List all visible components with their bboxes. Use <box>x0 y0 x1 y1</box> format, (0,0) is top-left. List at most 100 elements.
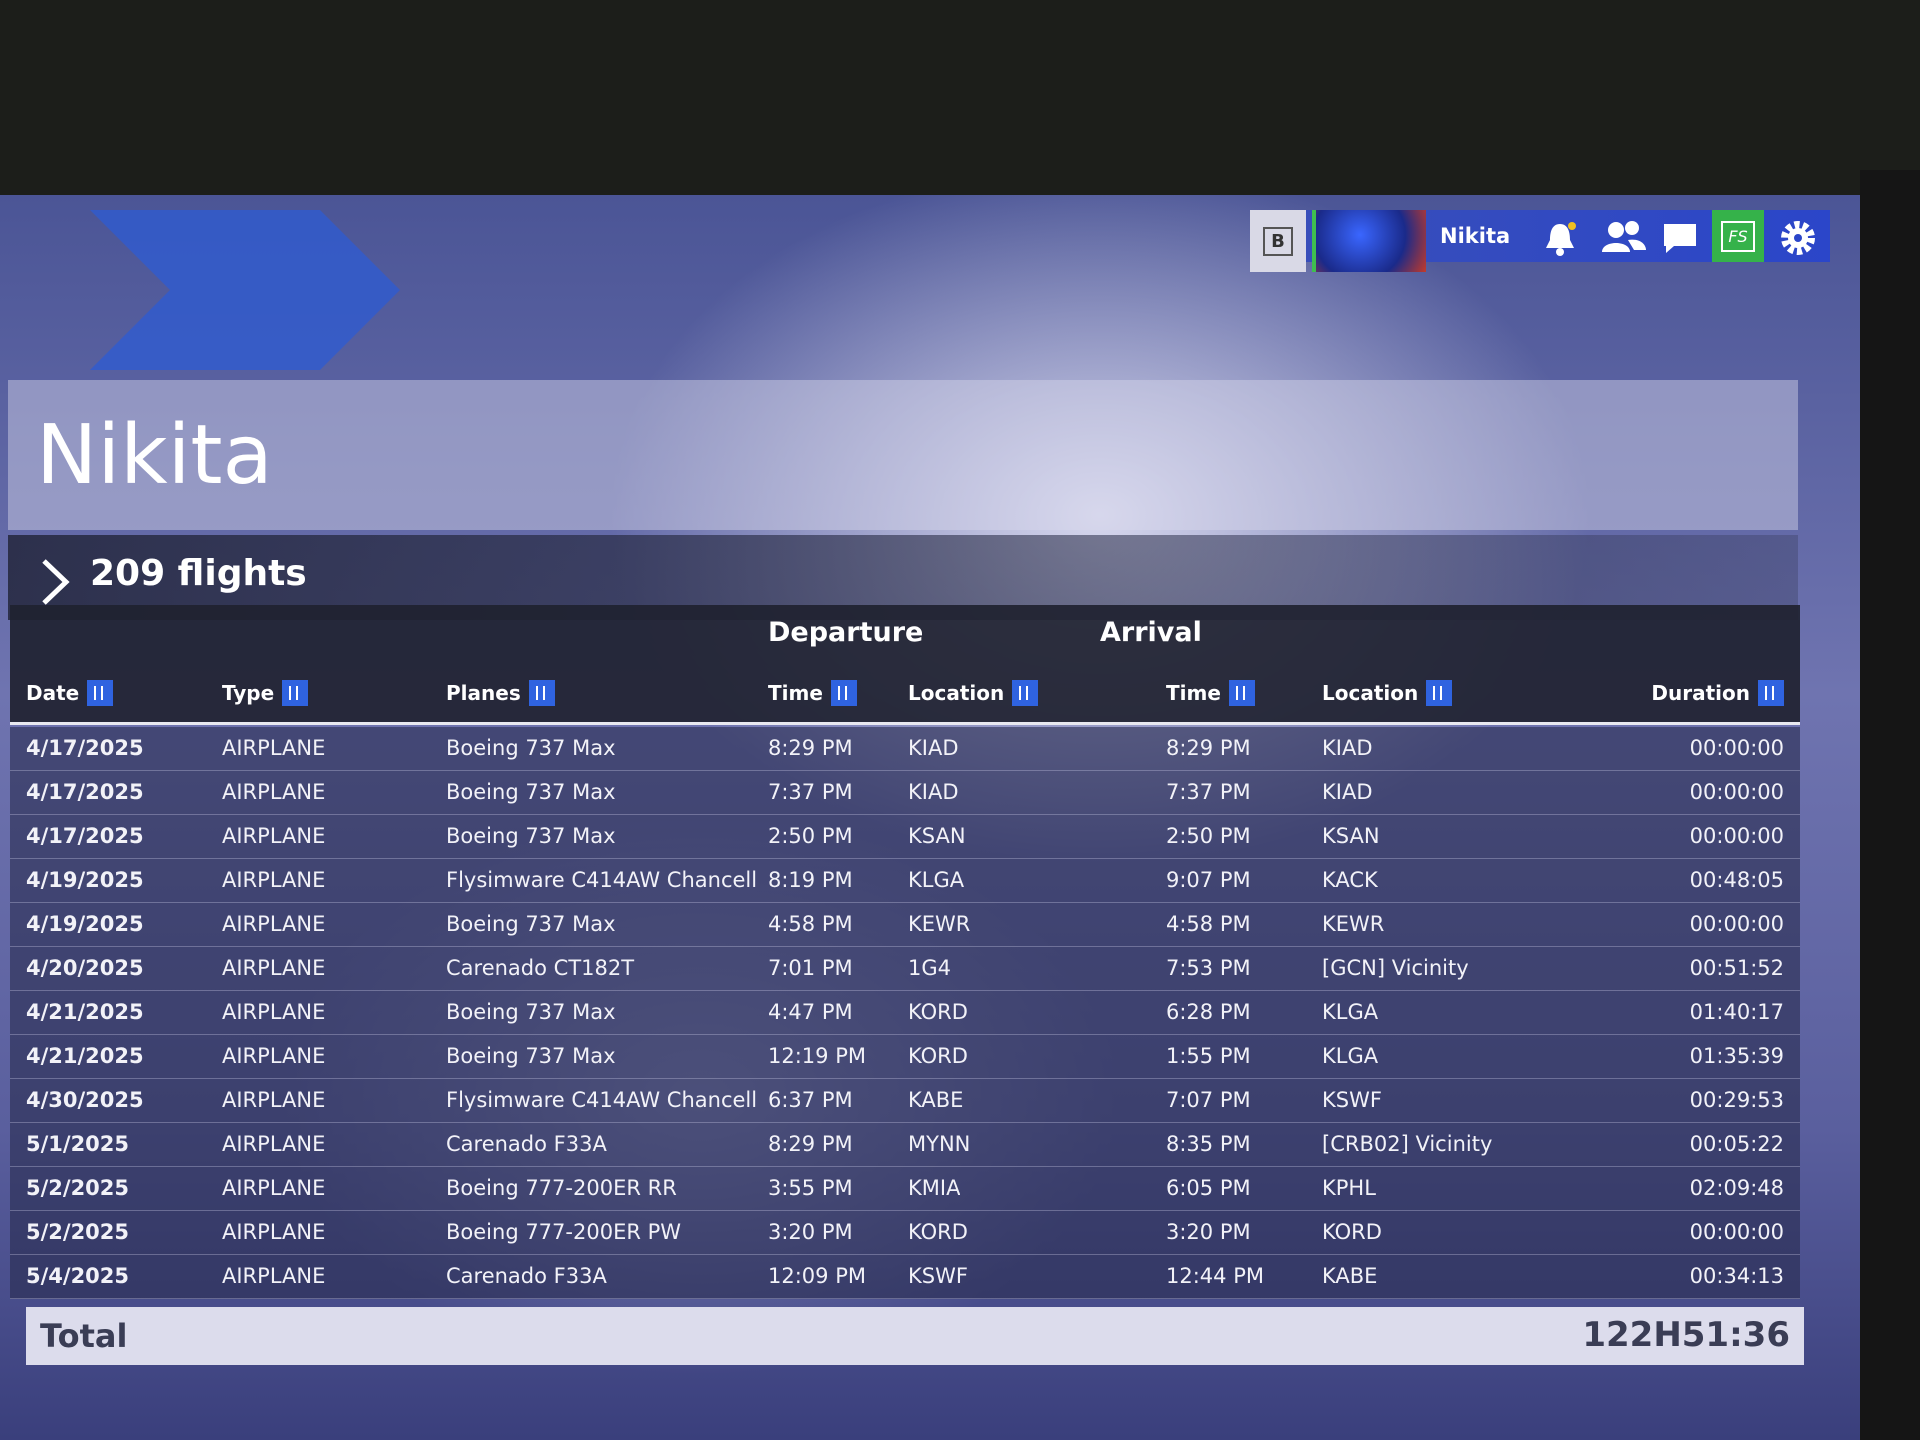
departure-time-cell: 12:09 PM <box>768 1264 866 1288</box>
departure-time-cell: 8:29 PM <box>768 736 853 760</box>
friends-icon[interactable] <box>1598 218 1648 258</box>
date-cell: 4/21/2025 <box>26 1000 144 1024</box>
plane-cell: Boeing 777-200ER PW <box>446 1220 682 1244</box>
flight-row[interactable]: 5/2/2025 AIRPLANE Boeing 777-200ER PW 3:20 … <box>10 1211 1800 1255</box>
type-cell: AIRPLANE <box>222 1000 326 1024</box>
notifications-icon[interactable] <box>1540 218 1580 258</box>
store-button[interactable]: FS <box>1712 210 1764 262</box>
departure-time-cell: 8:29 PM <box>768 1132 853 1156</box>
username[interactable]: Nikita <box>1440 224 1511 248</box>
departure-time-cell: 3:55 PM <box>768 1176 853 1200</box>
arrival-location-cell: KPHL <box>1322 1176 1376 1200</box>
arrival-time-cell: 6:28 PM <box>1166 1000 1251 1024</box>
flight-row[interactable]: 4/20/2025 AIRPLANE Carenado CT182T 7:01 PM 1… <box>10 947 1800 991</box>
arrival-location-cell: KABE <box>1322 1264 1378 1288</box>
type-cell: AIRPLANE <box>222 1176 326 1200</box>
plane-cell: Boeing 737 Max <box>446 736 616 760</box>
plane-cell: Boeing 737 Max <box>446 912 616 936</box>
date-cell: 4/30/2025 <box>26 1088 144 1112</box>
departure-time-cell: 4:58 PM <box>768 912 853 936</box>
badge-button[interactable]: B <box>1250 210 1306 272</box>
flight-row[interactable]: 4/30/2025 AIRPLANE Flysimware C414AW Chanc… <box>10 1079 1800 1123</box>
column-header: Date <box>26 680 114 706</box>
page-title: Nikita <box>36 408 273 503</box>
flight-row[interactable]: 5/2/2025 AIRPLANE Boeing 777-200ER RR 3:55 … <box>10 1167 1800 1211</box>
duration-cell: 00:00:00 <box>1689 824 1784 848</box>
plane-cell: Carenado F33A <box>446 1132 607 1156</box>
flight-row[interactable]: 4/21/2025 AIRPLANE Boeing 737 Max 12:19 PM K… <box>10 1035 1800 1079</box>
plane-cell: Boeing 737 Max <box>446 780 616 804</box>
sort-button[interactable] <box>87 680 114 706</box>
flight-row[interactable]: 4/17/2025 AIRPLANE Boeing 737 Max 8:29 PM KI… <box>10 727 1800 771</box>
flight-row[interactable]: 4/19/2025 AIRPLANE Boeing 737 Max 4:58 PM KE… <box>10 903 1800 947</box>
duration-cell: 02:09:48 <box>1689 1176 1784 1200</box>
departure-location-cell: KORD <box>908 1000 968 1024</box>
duration-cell: 00:29:53 <box>1689 1088 1784 1112</box>
sort-button[interactable] <box>1426 680 1453 706</box>
departure-location-cell: KORD <box>908 1220 968 1244</box>
date-cell: 4/21/2025 <box>26 1044 144 1068</box>
flight-row[interactable]: 4/17/2025 AIRPLANE Boeing 737 Max 2:50 PM KS… <box>10 815 1800 859</box>
departure-time-cell: 6:37 PM <box>768 1088 853 1112</box>
departure-location-cell: KORD <box>908 1044 968 1068</box>
settings-icon[interactable] <box>1778 218 1818 258</box>
plane-header-label: Planes <box>446 681 521 705</box>
arrival-location-cell: [GCN] Vicinity <box>1322 956 1469 980</box>
departure-location-cell: KIAD <box>908 736 959 760</box>
column-header: Time <box>1166 680 1255 706</box>
chevron-icon <box>42 559 70 605</box>
column-header: Location <box>1322 680 1453 706</box>
arrival-time-cell: 8:29 PM <box>1166 736 1251 760</box>
departure-location-cell: KSWF <box>908 1264 968 1288</box>
messages-icon[interactable] <box>1660 220 1700 256</box>
departure-time-cell: 8:19 PM <box>768 868 853 892</box>
arrival-location-cell: KSWF <box>1322 1088 1382 1112</box>
duration-cell: 00:51:52 <box>1689 956 1784 980</box>
sort-button[interactable] <box>1228 680 1255 706</box>
decor-chevron <box>90 210 400 370</box>
date-cell: 4/17/2025 <box>26 736 144 760</box>
date-cell: 5/1/2025 <box>26 1132 130 1156</box>
type-cell: AIRPLANE <box>222 1132 326 1156</box>
duration-cell: 00:00:00 <box>1689 736 1784 760</box>
plane-cell: Boeing 737 Max <box>446 824 616 848</box>
column-header: Duration <box>1651 680 1784 706</box>
type-cell: AIRPLANE <box>222 780 326 804</box>
arrival-location-cell: KIAD <box>1322 736 1373 760</box>
badge-label: B <box>1263 226 1293 256</box>
flight-row[interactable]: 4/21/2025 AIRPLANE Boeing 737 Max 4:47 PM KO… <box>10 991 1800 1035</box>
flight-row[interactable]: 5/4/2025 AIRPLANE Carenado F33A 12:09 PM KSW… <box>10 1255 1800 1299</box>
sort-button[interactable] <box>830 680 857 706</box>
duration-cell: 00:05:22 <box>1689 1132 1784 1156</box>
departure-location-cell: MYNN <box>908 1132 971 1156</box>
arrival-time-cell: 3:20 PM <box>1166 1220 1251 1244</box>
date-cell: 5/2/2025 <box>26 1176 130 1200</box>
group-header: Arrival <box>1100 617 1202 648</box>
type-cell: AIRPLANE <box>222 1088 326 1112</box>
sort-button[interactable] <box>528 680 555 706</box>
departure-location-cell: KSAN <box>908 824 966 848</box>
sort-button[interactable] <box>282 680 309 706</box>
plane-cell: Flysimware C414AW Chancellor <box>446 1088 758 1112</box>
avatar[interactable] <box>1312 210 1426 272</box>
departure-time-cell: 2:50 PM <box>768 824 853 848</box>
duration-cell: 00:00:00 <box>1689 912 1784 936</box>
type-cell: AIRPLANE <box>222 824 326 848</box>
date-header-label: Date <box>26 681 80 705</box>
flight-row[interactable]: 4/17/2025 AIRPLANE Boeing 737 Max 7:37 PM KI… <box>10 771 1800 815</box>
plane-cell: Boeing 737 Max <box>446 1044 616 1068</box>
arrival-time-cell: 2:50 PM <box>1166 824 1251 848</box>
sort-button[interactable] <box>1758 680 1784 706</box>
sort-button[interactable] <box>1012 680 1039 706</box>
departure-time-cell: 12:19 PM <box>768 1044 866 1068</box>
flight-row[interactable]: 5/1/2025 AIRPLANE Carenado F33A 8:29 PM MYNN… <box>10 1123 1800 1167</box>
arrival-location-cell: KLGA <box>1322 1044 1379 1068</box>
arrival-location-cell: KIAD <box>1322 780 1373 804</box>
arrival-location-cell: KORD <box>1322 1220 1382 1244</box>
arrival-location-cell: KSAN <box>1322 824 1380 848</box>
arrival-location-cell: KEWR <box>1322 912 1385 936</box>
flight-row[interactable]: 4/19/2025 AIRPLANE Flysimware C414AW Chanc… <box>10 859 1800 903</box>
top-bar: B Nikita FS <box>1250 210 1830 272</box>
departure-time-cell: 4:47 PM <box>768 1000 853 1024</box>
